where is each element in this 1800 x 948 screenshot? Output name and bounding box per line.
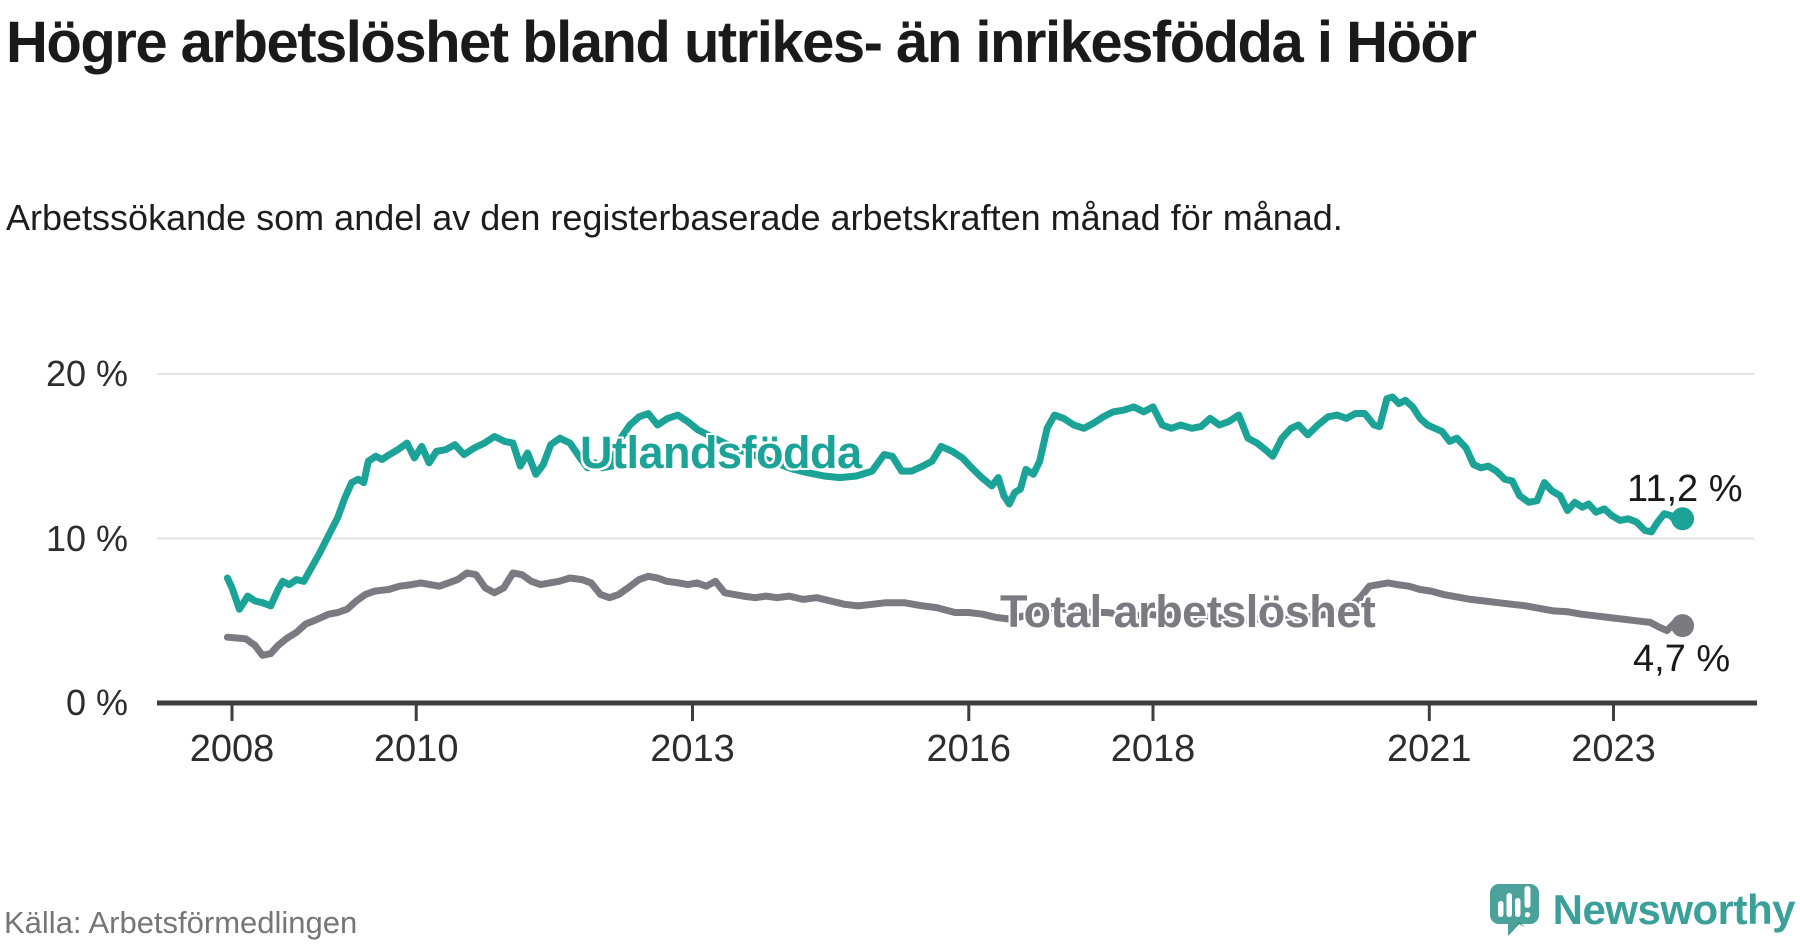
x-axis-tick-label: 2018 [1110,728,1196,770]
newsworthy-brand: Newsworthy [1489,884,1796,936]
series-label-utlandsfodda: Utlandsfödda [580,427,862,478]
end-value-label: 11,2 % [1627,468,1743,510]
series-end-dot [1671,614,1695,638]
newsworthy-wordmark: Newsworthy [1552,886,1796,933]
series-line-utlandsfodda [223,393,1687,613]
series-end-dot [1671,507,1695,531]
bar-chart-speech-bubble-icon [1489,884,1539,936]
series-line-total [223,569,1687,659]
page-title: Högre arbetslöshet bland utrikes- än inr… [6,10,1477,75]
page-subtitle: Arbetssökande som andel av den registerb… [6,197,1343,238]
x-axis-tick-label: 2021 [1387,728,1472,770]
x-axis-tick-label: 2023 [1571,728,1656,770]
source-note: Källa: Arbetsförmedlingen [4,905,358,940]
series-label-total: Total arbetslöshet [1000,586,1376,637]
end-value-label: 4,7 % [1633,638,1731,680]
y-axis-tick-label: 10 % [45,517,128,559]
y-axis-tick-label: 20 % [45,353,128,394]
x-axis-tick-label: 2008 [189,728,275,770]
x-axis-tick-label: 2016 [926,728,1012,770]
x-axis-tick-label: 2013 [650,728,735,770]
x-axis-tick-label: 2010 [373,728,459,770]
y-axis-tick-label: 0 % [65,682,128,723]
